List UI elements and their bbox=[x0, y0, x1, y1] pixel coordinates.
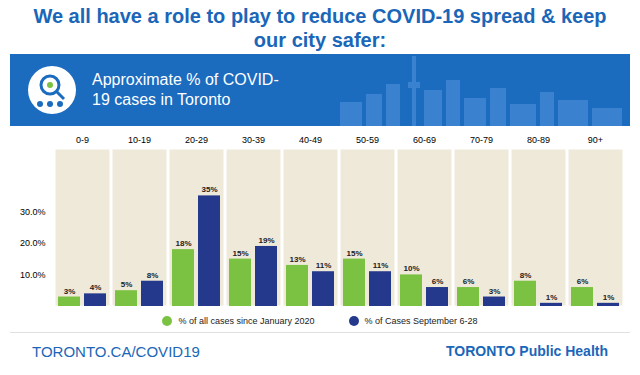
svg-text:70-79: 70-79 bbox=[470, 135, 493, 145]
svg-text:1%: 1% bbox=[603, 293, 615, 302]
svg-text:8%: 8% bbox=[520, 271, 532, 280]
svg-text:3%: 3% bbox=[489, 287, 501, 296]
svg-text:6%: 6% bbox=[577, 277, 589, 286]
svg-text:10%: 10% bbox=[403, 264, 419, 273]
svg-text:1%: 1% bbox=[546, 293, 558, 302]
svg-text:15%: 15% bbox=[232, 249, 248, 258]
html-text:TORONTO.CA/COVID19: TORONTO.CA/COVID19 bbox=[32, 342, 200, 360]
svg-text:50-59: 50-59 bbox=[356, 135, 379, 145]
svg-text:15%: 15% bbox=[346, 249, 362, 258]
html-text:TORONTO Public Health: TORONTO Public Health bbox=[445, 343, 608, 359]
svg-text:11%: 11% bbox=[373, 261, 389, 270]
svg-text:90+: 90+ bbox=[588, 135, 603, 145]
svg-text:80-89: 80-89 bbox=[527, 135, 550, 145]
svg-text:18%: 18% bbox=[175, 239, 191, 248]
svg-text:20-29: 20-29 bbox=[185, 135, 208, 145]
svg-text:30-39: 30-39 bbox=[242, 135, 265, 145]
svg-text:10.0%: 10.0% bbox=[20, 270, 46, 280]
svg-text:3%: 3% bbox=[64, 287, 76, 296]
svg-text:10-19: 10-19 bbox=[128, 135, 151, 145]
svg-text:20.0%: 20.0% bbox=[20, 238, 46, 248]
html-text:% of Cases September 6-28: % of Cases September 6-28 bbox=[364, 315, 478, 326]
svg-text:0-9: 0-9 bbox=[76, 135, 89, 145]
html-text:Approximate % of COVID-19 case: Approximate % of COVID-19 cases in Toron… bbox=[92, 71, 279, 108]
svg-text:60-69: 60-69 bbox=[413, 135, 436, 145]
svg-text:30.0%: 30.0% bbox=[20, 207, 46, 217]
svg-text:4%: 4% bbox=[90, 283, 102, 292]
svg-text:40-49: 40-49 bbox=[299, 135, 322, 145]
svg-text:5%: 5% bbox=[121, 280, 133, 289]
svg-text:6%: 6% bbox=[432, 277, 444, 286]
svg-text:6%: 6% bbox=[463, 277, 475, 286]
svg-text:11%: 11% bbox=[316, 261, 332, 270]
svg-text:8%: 8% bbox=[147, 271, 159, 280]
html-text:% of all cases since January 2: % of all cases since January 2020 bbox=[178, 315, 315, 326]
svg-text:35%: 35% bbox=[201, 185, 217, 194]
svg-text:19%: 19% bbox=[258, 236, 274, 245]
svg-text:13%: 13% bbox=[289, 255, 305, 264]
html-text:We all have a role to play to: We all have a role to play to reduce COV… bbox=[33, 5, 607, 51]
